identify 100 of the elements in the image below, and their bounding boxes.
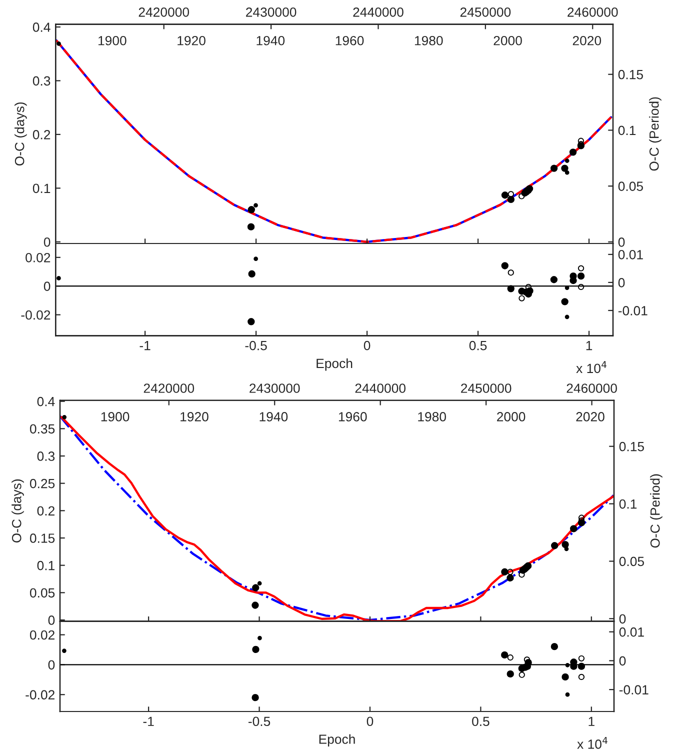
point: [564, 158, 570, 163]
y-axis-title: O-C (days): [14, 102, 27, 166]
y-tick-label: 0: [48, 660, 55, 670]
y-tick-label: -0.02: [26, 690, 54, 700]
y-tick-label: 0: [44, 237, 50, 247]
point: [562, 673, 569, 681]
x-tick-label: 1980: [418, 412, 446, 422]
x-tick-label: -1: [140, 341, 150, 350]
x2-tick-label: 2430000: [250, 384, 300, 393]
x2-tick-label: 2430000: [246, 7, 296, 17]
text: x 10$^{4}$: [577, 736, 608, 749]
point: [578, 662, 586, 670]
y2-tick-label: 0.05: [618, 182, 643, 191]
text: x 10$^{4}$: [576, 361, 606, 374]
point: [524, 658, 532, 666]
y2-tick-label: -0.01: [619, 685, 648, 694]
y2-tick-label: 0.15: [618, 70, 643, 80]
point: [254, 203, 258, 208]
x2-tick-label: 2420000: [144, 384, 194, 393]
point: [56, 41, 61, 46]
x-tick-label: 1920: [178, 36, 206, 46]
y-tick-label: 0.2: [32, 130, 50, 140]
point: [252, 584, 260, 592]
point: [252, 694, 259, 702]
y-tick-label: 0: [48, 616, 55, 625]
y2-tick-label: 0.01: [619, 627, 644, 637]
y-tick-label: 0.02: [26, 252, 50, 262]
point: [551, 542, 558, 550]
y2-axis-title: O-C (Period): [650, 474, 662, 548]
x-tick-label: 1940: [260, 412, 288, 422]
x-tick-label: 0: [364, 340, 370, 350]
x2-tick-label: 2460000: [568, 7, 618, 17]
x2-tick-label: 2440000: [353, 7, 404, 17]
x-axis-title: Epoch: [316, 358, 352, 371]
point: [564, 170, 570, 175]
y2-tick-label: 0.1: [618, 126, 636, 136]
point: [257, 581, 262, 586]
x2-tick-label: 2450000: [460, 7, 511, 17]
point: [501, 651, 508, 659]
y2-tick-label: 0.01: [618, 250, 643, 260]
point: [506, 574, 514, 582]
y2-tick-label: -0.01: [618, 306, 648, 316]
x-tick-label: 1: [586, 341, 592, 350]
point: [562, 540, 569, 548]
y2-tick-label: 0.1: [619, 499, 637, 509]
x-tick-label: 1960: [336, 36, 364, 46]
y2-tick-label: 0.05: [619, 556, 644, 566]
y-tick-label: 0.4: [32, 22, 50, 32]
point: [252, 646, 260, 654]
point: [507, 285, 514, 292]
y-tick-label: 0.3: [32, 76, 50, 86]
point: [248, 318, 255, 326]
x-tick-label: 1960: [338, 412, 367, 422]
x-tick-label: 0.5: [472, 716, 490, 726]
x-tick-label: 2000: [494, 36, 522, 46]
x2-tick-label: 2420000: [138, 7, 190, 17]
point: [565, 662, 570, 668]
point: [501, 262, 508, 270]
y-tick-label: 0.15: [30, 534, 55, 543]
point: [564, 546, 569, 552]
x2-tick-label: 2440000: [355, 384, 406, 393]
point: [506, 670, 514, 678]
y-tick-label: 0.02: [30, 630, 54, 640]
point: [247, 223, 255, 230]
x-tick-label: 0: [366, 716, 374, 726]
y-tick-label: 0.25: [30, 478, 55, 488]
y-tick-label: -0.02: [21, 310, 50, 320]
point: [62, 414, 67, 420]
point: [561, 298, 568, 306]
point: [501, 192, 509, 199]
y-tick-label: 0.4: [37, 396, 55, 406]
point: [570, 525, 578, 532]
y-tick-label: 0: [44, 282, 50, 291]
point: [501, 568, 508, 576]
point: [248, 270, 256, 278]
y2-tick-label: 0: [618, 238, 625, 247]
x-tick-label: 1980: [414, 36, 443, 46]
x-tick-label: -1: [143, 716, 154, 726]
x-tick-label: 1920: [180, 412, 208, 422]
point: [252, 602, 259, 609]
y2-tick-label: 0: [619, 656, 626, 666]
x-axis-title: Epoch: [319, 734, 355, 747]
point: [569, 148, 577, 156]
point: [550, 276, 558, 284]
y2-tick-label: 0: [618, 278, 625, 288]
x-tick-label: 1: [588, 716, 594, 726]
x2-tick-label: 2450000: [461, 384, 512, 393]
y2-tick-label: 0: [619, 614, 626, 624]
y-tick-label: 0.1: [32, 184, 50, 194]
point: [526, 287, 534, 294]
y-tick-label: 0.05: [30, 588, 55, 598]
point: [577, 272, 585, 280]
point: [564, 314, 570, 320]
x-tick-label: 1900: [98, 36, 126, 46]
x-tick-label: 0.5: [469, 340, 487, 350]
y2-tick-label: 0.15: [619, 442, 644, 452]
x-tick-label: 2000: [497, 412, 526, 422]
y2-axis-title: O-C (Period): [649, 97, 662, 171]
point: [258, 636, 262, 640]
x2-tick-label: 2460000: [566, 384, 617, 393]
